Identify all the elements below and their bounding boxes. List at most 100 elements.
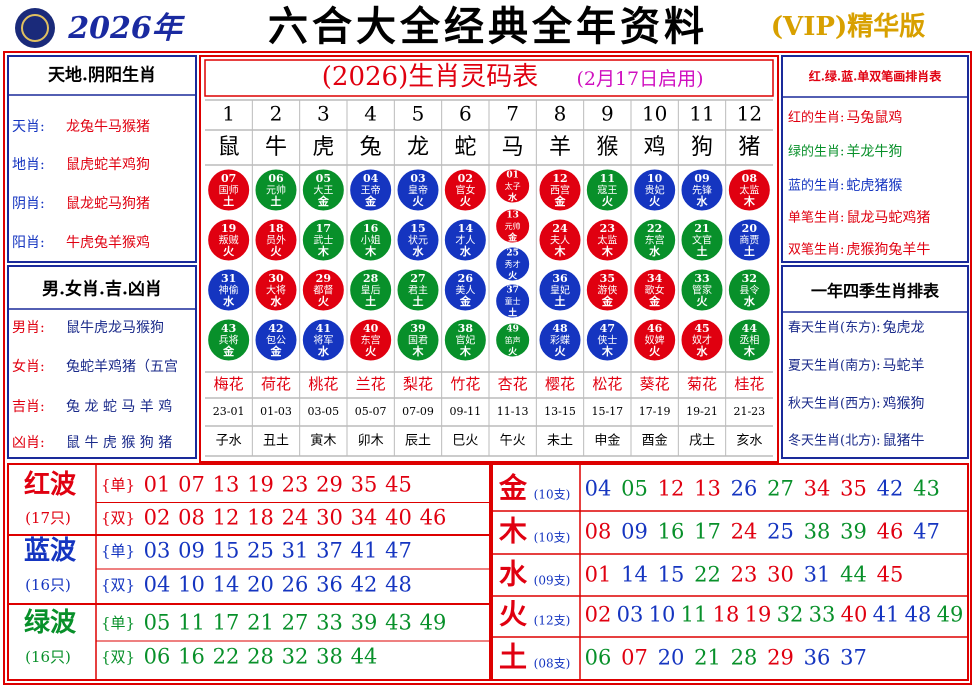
ball-number: 28 xyxy=(363,272,379,285)
ball-number: 25 xyxy=(506,249,519,259)
ball xyxy=(301,168,345,212)
number: 31 xyxy=(804,563,831,587)
panel-title: 一年四季生肖排表 xyxy=(811,282,940,301)
ball-number: 39 xyxy=(410,322,425,335)
row-label: 冬天生肖(北方): xyxy=(788,433,881,449)
ball-element: 木 xyxy=(317,244,330,258)
number: 43 xyxy=(913,477,940,501)
ball-number: 44 xyxy=(742,322,758,335)
ball-number: 11 xyxy=(600,172,615,185)
zodiac: 猪 xyxy=(738,135,760,160)
center-box xyxy=(199,55,779,463)
year: 2026年 xyxy=(67,11,185,46)
number: 18 xyxy=(247,506,274,530)
row-value: 龙兔牛马猴猪 xyxy=(66,119,150,135)
ball-name: 游侠 xyxy=(597,284,617,297)
branch: 酉金 xyxy=(642,433,668,449)
logo xyxy=(15,8,55,48)
ball xyxy=(207,218,251,262)
ball-name: 神偷 xyxy=(219,284,239,297)
ball-element: 水 xyxy=(223,294,235,308)
ball-element: 水 xyxy=(697,194,709,208)
ball xyxy=(301,318,345,362)
ball-element: 木 xyxy=(743,344,756,358)
ball-number: 02 xyxy=(458,172,473,185)
row-label: 阳肖: xyxy=(12,235,45,251)
ball-name: 将军 xyxy=(313,335,333,347)
column-index: 3 xyxy=(317,102,330,126)
ball xyxy=(495,322,531,358)
element-count: (10支) xyxy=(534,488,571,502)
hours: 13-15 xyxy=(544,405,576,418)
number: 27 xyxy=(282,611,309,635)
ball-number: 47 xyxy=(600,322,615,335)
number: 47 xyxy=(385,539,412,563)
number: 22 xyxy=(213,645,240,669)
ball xyxy=(633,268,677,312)
number: 04 xyxy=(144,573,171,597)
ball-element: 金 xyxy=(554,194,567,208)
number: 18 xyxy=(713,603,740,627)
number: 24 xyxy=(731,520,758,544)
wave-name: 红波 xyxy=(24,469,77,500)
ball xyxy=(396,168,440,212)
ball-name: 包公 xyxy=(266,334,286,347)
ball-element: 火 xyxy=(602,195,614,208)
ball xyxy=(254,318,298,362)
branch: 辰土 xyxy=(405,434,431,449)
wave-row-label: {单} xyxy=(101,614,135,632)
ball xyxy=(680,318,724,362)
number: 42 xyxy=(351,573,378,597)
ball-name: 彩蝶 xyxy=(550,334,570,347)
ball-element: 土 xyxy=(223,194,234,208)
number: 01 xyxy=(585,563,612,587)
ball-name: 商贾 xyxy=(739,234,759,247)
ball-number: 09 xyxy=(694,172,709,185)
ball-name: 小姐 xyxy=(361,234,381,247)
row-label: 吉肖: xyxy=(12,399,45,415)
number: 40 xyxy=(385,506,412,530)
branch: 午火 xyxy=(500,434,526,449)
branch: 寅木 xyxy=(310,433,336,449)
panel-title: 男.女肖.吉.凶肖 xyxy=(42,279,162,300)
ball-element: 金 xyxy=(601,294,614,308)
ball xyxy=(585,318,629,362)
ball xyxy=(396,218,440,262)
ball xyxy=(443,168,487,212)
ball xyxy=(207,168,251,212)
zodiac: 猴 xyxy=(596,135,618,160)
hours: 09-11 xyxy=(449,405,481,418)
ball-element: 木 xyxy=(554,244,567,258)
number: 02 xyxy=(585,603,612,627)
ball xyxy=(254,168,298,212)
center-title-box xyxy=(204,59,774,97)
ball-name: 奴才 xyxy=(692,334,712,347)
ball-name: 夫人 xyxy=(550,235,570,247)
ball-number: 32 xyxy=(742,272,757,285)
ball xyxy=(443,318,487,362)
number: 29 xyxy=(316,473,343,497)
ball-element: 火 xyxy=(649,345,661,358)
number: 34 xyxy=(351,506,378,530)
number: 25 xyxy=(767,520,794,544)
ball-number: 27 xyxy=(410,272,425,285)
ball-number: 15 xyxy=(410,222,425,235)
row-label: 秋天生肖(西方): xyxy=(788,396,881,412)
ball-name: 君主 xyxy=(408,285,428,297)
number: 10 xyxy=(649,603,676,627)
ball-number: 37 xyxy=(506,286,519,296)
hours: 07-09 xyxy=(402,405,434,418)
wave-count: (16只) xyxy=(25,648,71,666)
number: 06 xyxy=(144,645,171,669)
ball-number: 35 xyxy=(600,272,615,285)
ball-number: 36 xyxy=(552,272,568,285)
number: 42 xyxy=(877,477,904,501)
zodiac: 羊 xyxy=(549,135,571,160)
ball-name: 东宫 xyxy=(361,334,381,347)
column-index: 10 xyxy=(642,102,667,126)
number: 21 xyxy=(694,646,721,670)
number: 15 xyxy=(658,563,685,587)
ball-name: 管家 xyxy=(692,284,712,297)
number: 45 xyxy=(877,563,904,587)
ball xyxy=(727,168,771,212)
